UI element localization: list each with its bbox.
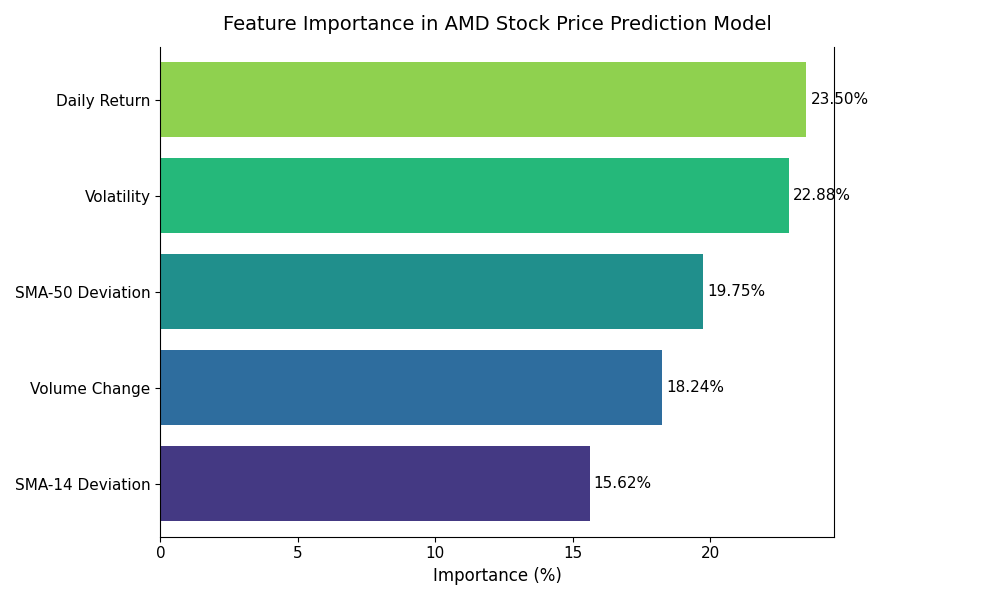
Bar <box>160 62 806 137</box>
Bar <box>160 446 590 521</box>
Text: 23.50%: 23.50% <box>810 92 869 107</box>
Bar <box>160 158 789 233</box>
X-axis label: Importance (%): Importance (%) <box>433 567 561 585</box>
Bar <box>160 254 703 329</box>
Bar <box>160 350 662 425</box>
Text: 22.88%: 22.88% <box>793 188 851 203</box>
Text: 15.62%: 15.62% <box>594 476 652 491</box>
Title: Feature Importance in AMD Stock Price Prediction Model: Feature Importance in AMD Stock Price Pr… <box>223 15 771 34</box>
Text: 19.75%: 19.75% <box>707 284 765 299</box>
Text: 18.24%: 18.24% <box>666 380 724 395</box>
